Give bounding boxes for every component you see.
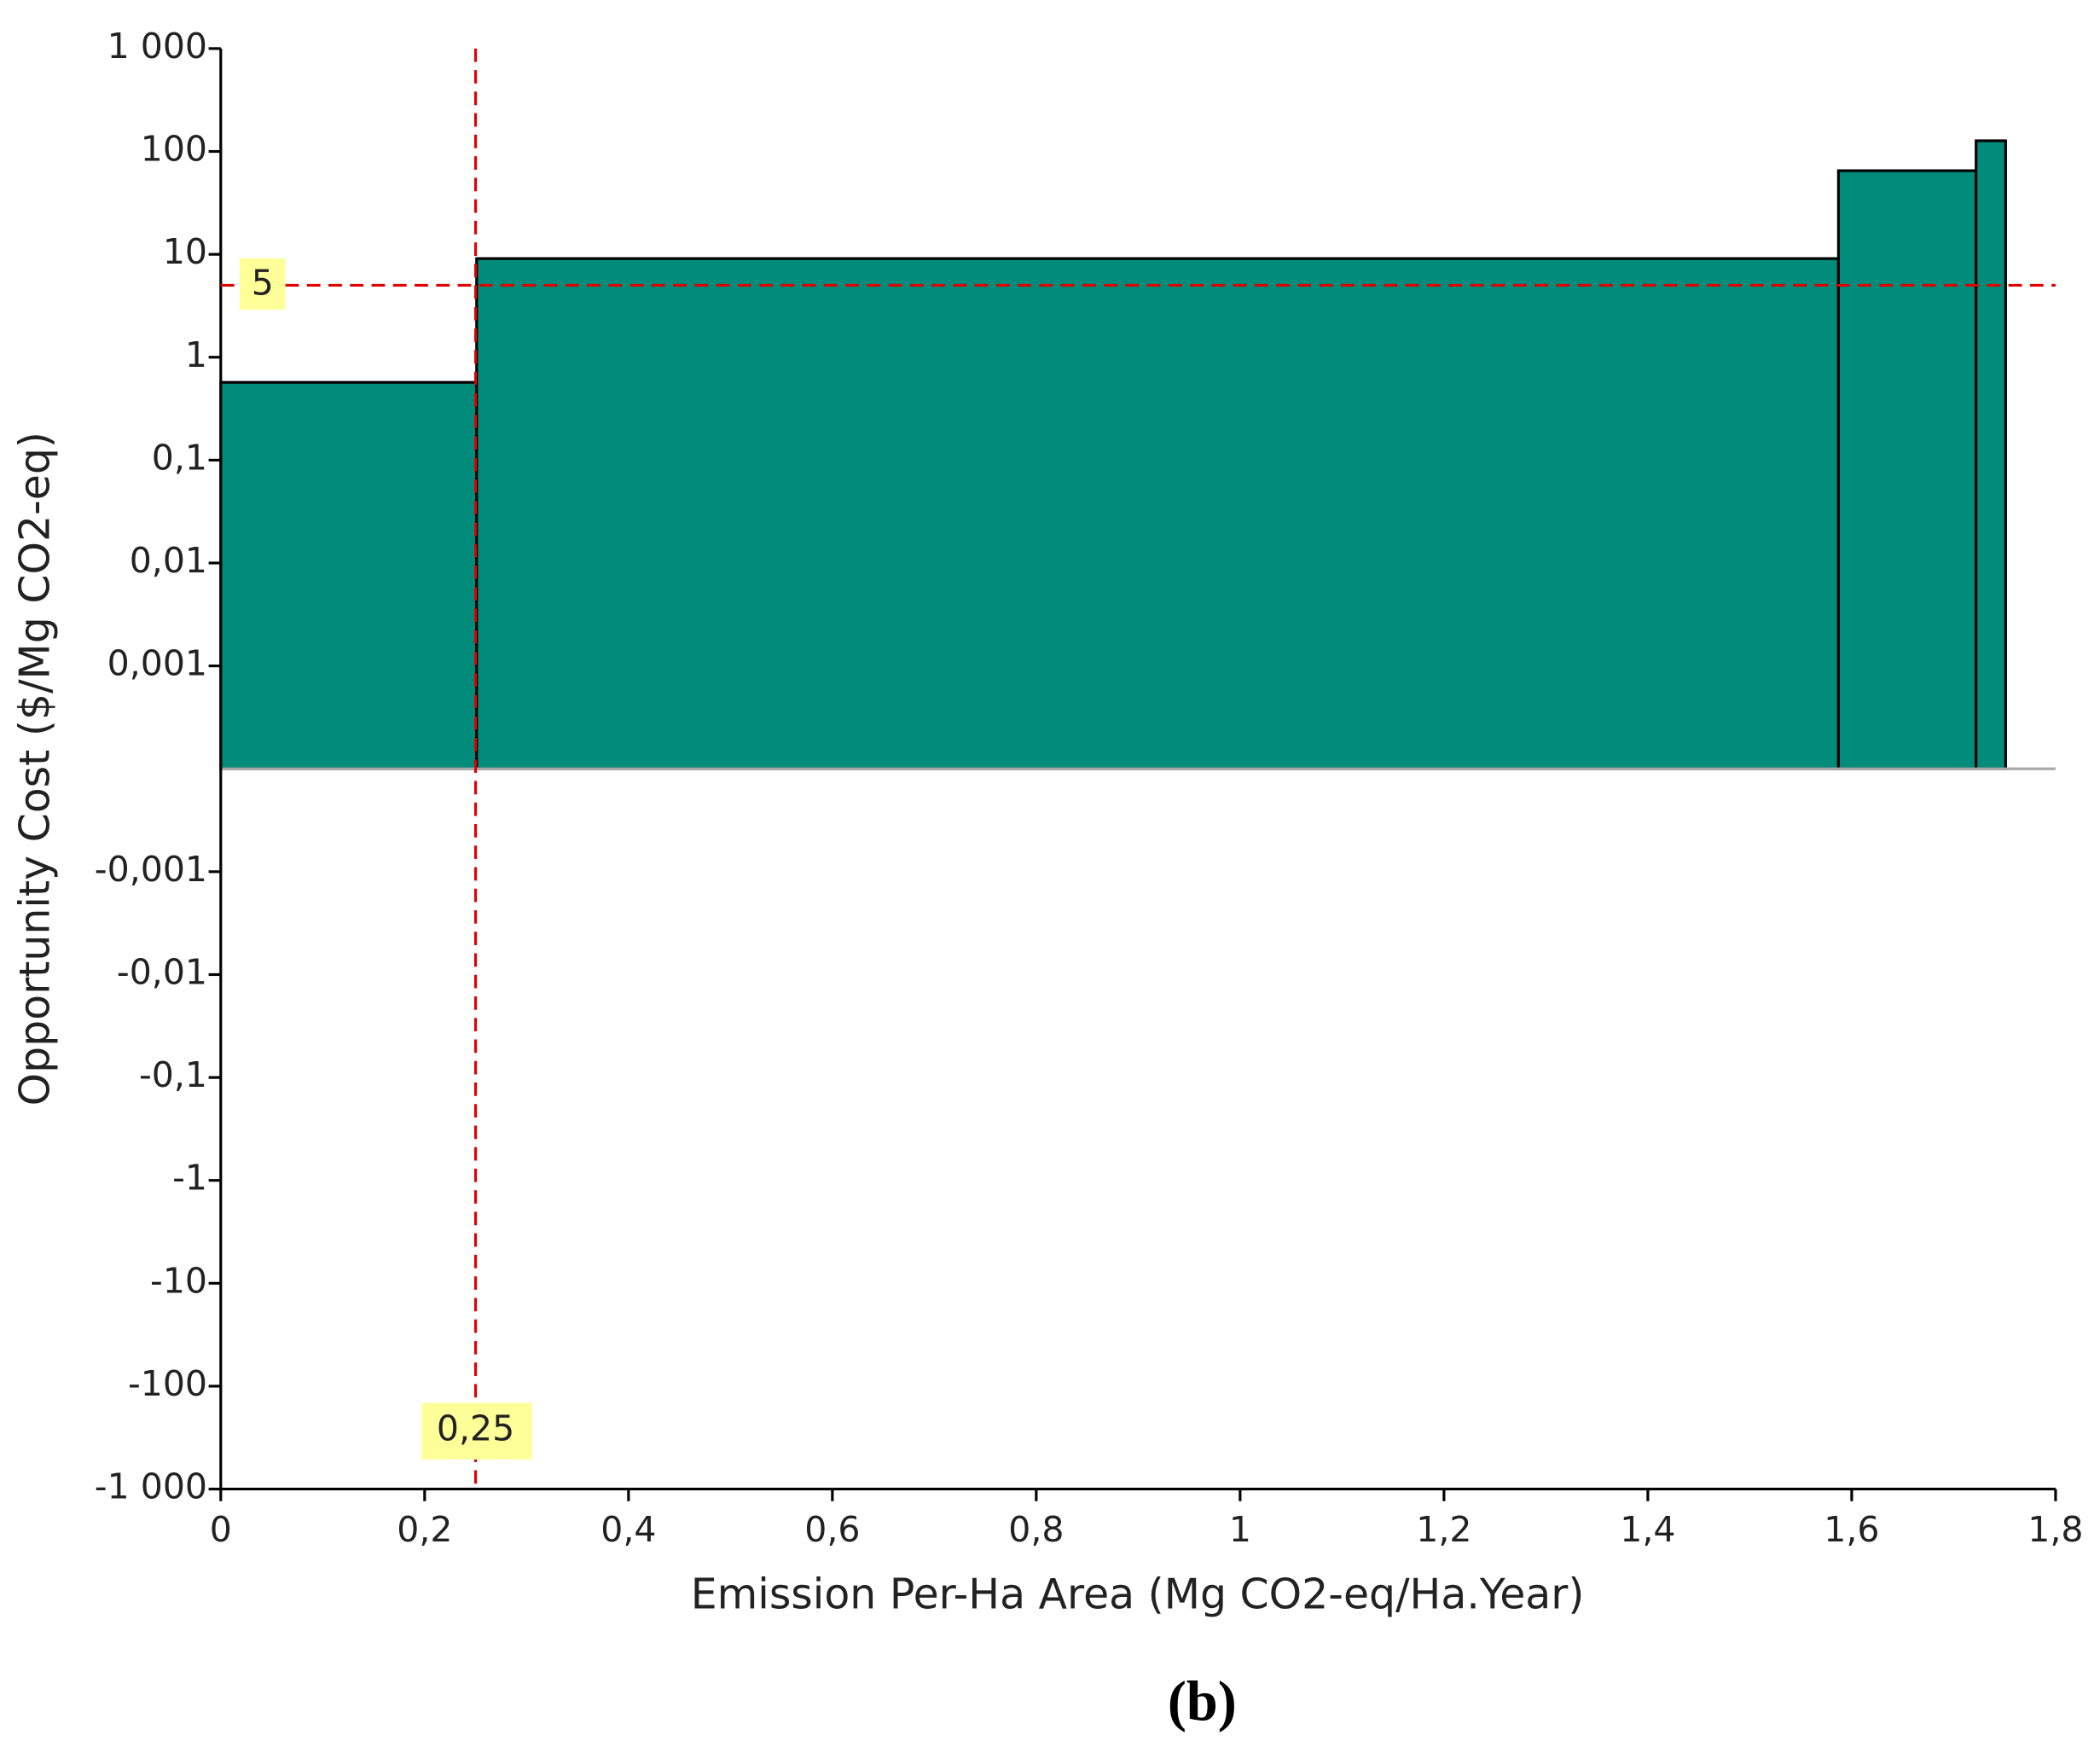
x-tick-label: 0 — [210, 1509, 232, 1550]
y-tick-label: 0,001 — [107, 643, 207, 684]
bar — [219, 380, 479, 770]
reference-label-box — [421, 1402, 532, 1460]
x-tick-label: 1,8 — [2027, 1509, 2083, 1550]
x-tick-label: 1,4 — [1620, 1509, 1675, 1550]
reference-label: 5 — [252, 262, 274, 303]
x-axis-title: Emission Per-Ha Area (Mg CO2-eq/Ha.Year) — [691, 1570, 1585, 1618]
y-tick-label: -0,1 — [139, 1054, 207, 1095]
caption: (b) — [1168, 1670, 1237, 1733]
bar — [475, 257, 1840, 770]
x-tick-label: 0,8 — [1008, 1509, 1064, 1550]
x-tick-label: 0,6 — [804, 1509, 860, 1550]
y-tick-label: -1 — [172, 1158, 207, 1199]
reference-label: 0,25 — [437, 1408, 514, 1449]
y-tick-label: -0,01 — [117, 951, 207, 992]
x-tick-label: 1,2 — [1416, 1509, 1471, 1550]
y-tick-label: -0,001 — [95, 849, 207, 890]
y-tick-label: -10 — [150, 1260, 207, 1301]
reference-label-box — [239, 258, 286, 310]
bar — [1836, 169, 1978, 770]
y-tick-label: 10 — [163, 231, 207, 272]
y-tick-label: -1 000 — [95, 1466, 207, 1507]
x-tick-label: 1,6 — [1824, 1509, 1879, 1550]
y-tick-label: 1 000 — [107, 26, 207, 67]
x-tick-label: 0,2 — [397, 1509, 452, 1550]
y-tick-label: -100 — [128, 1363, 207, 1404]
x-tick-label: 1 — [1229, 1509, 1251, 1550]
x-tick-label: 0,4 — [600, 1509, 656, 1550]
bar — [1975, 139, 2007, 770]
y-tick-label: 0,01 — [130, 540, 207, 581]
y-tick-label: 100 — [141, 129, 207, 170]
y-tick-label: 1 — [185, 334, 207, 375]
y-axis-title: Opportunity Cost ($/Mg CO2-eq) — [11, 432, 60, 1106]
y-tick-label: 0,1 — [152, 437, 207, 478]
